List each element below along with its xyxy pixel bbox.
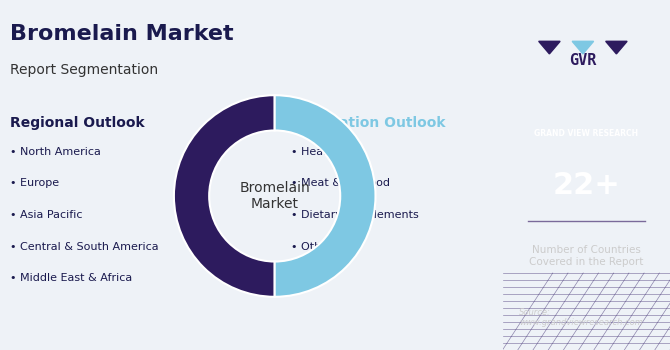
Text: Report Segmentation: Report Segmentation [10, 63, 158, 77]
Text: Bromelain
Market: Bromelain Market [239, 181, 310, 211]
Polygon shape [539, 41, 560, 54]
Text: 22+: 22+ [552, 171, 620, 200]
Text: Application Outlook: Application Outlook [291, 116, 446, 130]
Text: Source:
www.grandviewresearch.com: Source: www.grandviewresearch.com [519, 308, 643, 327]
Polygon shape [606, 41, 627, 54]
Text: Bromelain Market: Bromelain Market [10, 25, 234, 44]
Polygon shape [572, 41, 594, 54]
Text: Number of Countries
Covered in the Report: Number of Countries Covered in the Repor… [529, 245, 643, 267]
Text: • North America: • North America [10, 147, 101, 157]
Text: • Asia Pacific: • Asia Pacific [10, 210, 82, 220]
Text: • Meat & Seafood: • Meat & Seafood [291, 178, 391, 189]
Text: • Central & South America: • Central & South America [10, 241, 159, 252]
Wedge shape [275, 95, 375, 297]
Text: • Middle East & Africa: • Middle East & Africa [10, 273, 132, 283]
Text: GVR: GVR [570, 53, 596, 68]
Text: Regional Outlook: Regional Outlook [10, 116, 145, 130]
Text: • Dietary Supplements: • Dietary Supplements [291, 210, 419, 220]
Text: • Europe: • Europe [10, 178, 59, 189]
Text: • Others: • Others [291, 241, 339, 252]
Wedge shape [174, 95, 275, 297]
Text: GRAND VIEW RESEARCH: GRAND VIEW RESEARCH [534, 128, 639, 138]
Text: • Healthcare: • Healthcare [291, 147, 362, 157]
